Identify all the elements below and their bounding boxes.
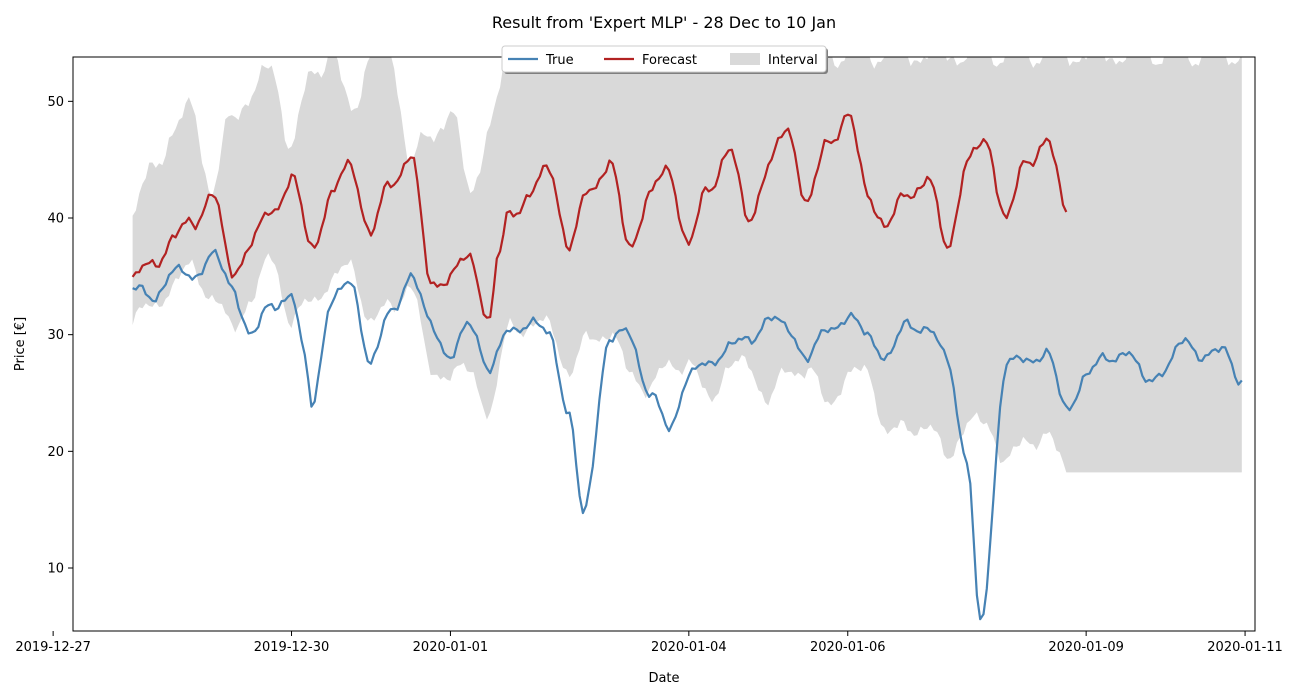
x-tick-label: 2020-01-01 <box>413 640 489 655</box>
x-tick-label: 2019-12-30 <box>254 640 330 655</box>
legend-label-forecast: Forecast <box>642 53 697 68</box>
y-axis: 10 20 30 40 50 <box>47 95 73 577</box>
legend-label-interval: Interval <box>768 53 818 68</box>
y-tick-label: 40 <box>47 212 64 227</box>
legend: True Forecast Interval <box>501 45 828 74</box>
interval-band <box>132 57 1242 473</box>
y-tick-label: 30 <box>47 328 64 343</box>
y-tick-label: 20 <box>47 445 64 460</box>
y-tick-label: 10 <box>47 562 64 577</box>
chart-title: Result from 'Expert MLP' - 28 Dec to 10 … <box>492 13 836 32</box>
y-tick-label: 50 <box>47 95 64 110</box>
x-tick-label: 2020-01-11 <box>1207 640 1283 655</box>
x-tick-label: 2020-01-06 <box>810 640 886 655</box>
x-tick-label: 2020-01-04 <box>651 640 727 655</box>
x-tick-label: 2019-12-27 <box>15 640 91 655</box>
plot-area <box>131 57 1243 621</box>
forecast-line <box>131 113 1068 319</box>
x-tick-label: 2020-01-09 <box>1048 640 1124 655</box>
legend-swatch-interval <box>730 53 760 65</box>
x-axis: 2019-12-27 2019-12-30 2020-01-01 2020-01-04… <box>15 631 1283 655</box>
legend-label-true: True <box>545 53 574 68</box>
legend-box <box>501 45 827 73</box>
x-axis-title: Date <box>648 671 679 686</box>
true-line <box>132 248 1243 621</box>
y-axis-title: Price [€] <box>13 317 28 371</box>
